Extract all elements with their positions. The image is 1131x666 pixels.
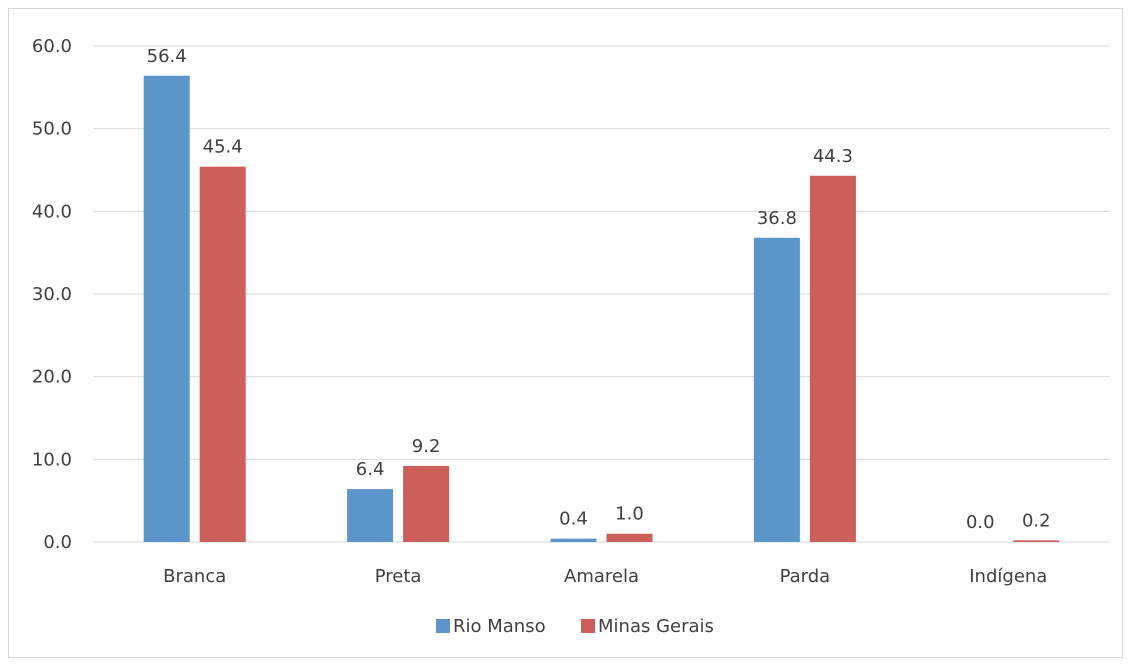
- legend-swatch: [436, 619, 450, 633]
- legend-label: Minas Gerais: [598, 616, 714, 637]
- bar: [1013, 540, 1060, 542]
- y-tick-label: 60.0: [32, 36, 72, 57]
- bars: [143, 75, 1060, 542]
- legend: Rio Manso Minas Gerais: [436, 616, 714, 637]
- y-tick-label: 30.0: [32, 284, 72, 305]
- data-labels: 56.4 45.4 6.4 9.2 0.4 1.0 36.8 44.3 0.0 0.2: [147, 46, 1051, 533]
- y-tick-label: 40.0: [32, 201, 72, 222]
- data-label: 9.2: [412, 436, 441, 457]
- y-axis-tick-labels: 0.0 10.0 20.0 30.0 40.0 50.0 60.0: [32, 36, 72, 553]
- bar: [753, 237, 800, 542]
- bar: [199, 166, 246, 542]
- data-label: 44.3: [813, 146, 853, 167]
- data-label: 36.8: [757, 208, 797, 229]
- bar: [809, 175, 856, 542]
- data-label: 6.4: [356, 459, 385, 480]
- x-tick-label: Preta: [375, 566, 422, 587]
- bar: [403, 465, 450, 542]
- data-label: 1.0: [615, 504, 644, 525]
- y-tick-label: 20.0: [32, 367, 72, 388]
- x-axis-category-labels: Branca Preta Amarela Parda Indígena: [163, 566, 1047, 587]
- x-tick-label: Parda: [780, 566, 831, 587]
- data-label: 56.4: [147, 46, 187, 67]
- data-label: 0.4: [559, 509, 588, 530]
- bar: [550, 538, 597, 542]
- data-label: 0.0: [966, 512, 995, 533]
- bar: [347, 489, 394, 542]
- bar: [606, 533, 653, 542]
- legend-label: Rio Manso: [453, 616, 546, 637]
- gridlines: [93, 45, 1110, 543]
- x-tick-label: Branca: [163, 566, 226, 587]
- data-label: 0.2: [1022, 510, 1051, 531]
- x-tick-label: Indígena: [969, 566, 1047, 587]
- y-tick-label: 50.0: [32, 119, 72, 140]
- y-tick-label: 0.0: [43, 532, 72, 553]
- y-tick-label: 10.0: [32, 449, 72, 470]
- chart-frame: [8, 8, 1123, 658]
- x-tick-label: Amarela: [564, 566, 639, 587]
- bar: [143, 75, 190, 542]
- legend-swatch: [581, 619, 595, 633]
- data-label: 45.4: [203, 137, 243, 158]
